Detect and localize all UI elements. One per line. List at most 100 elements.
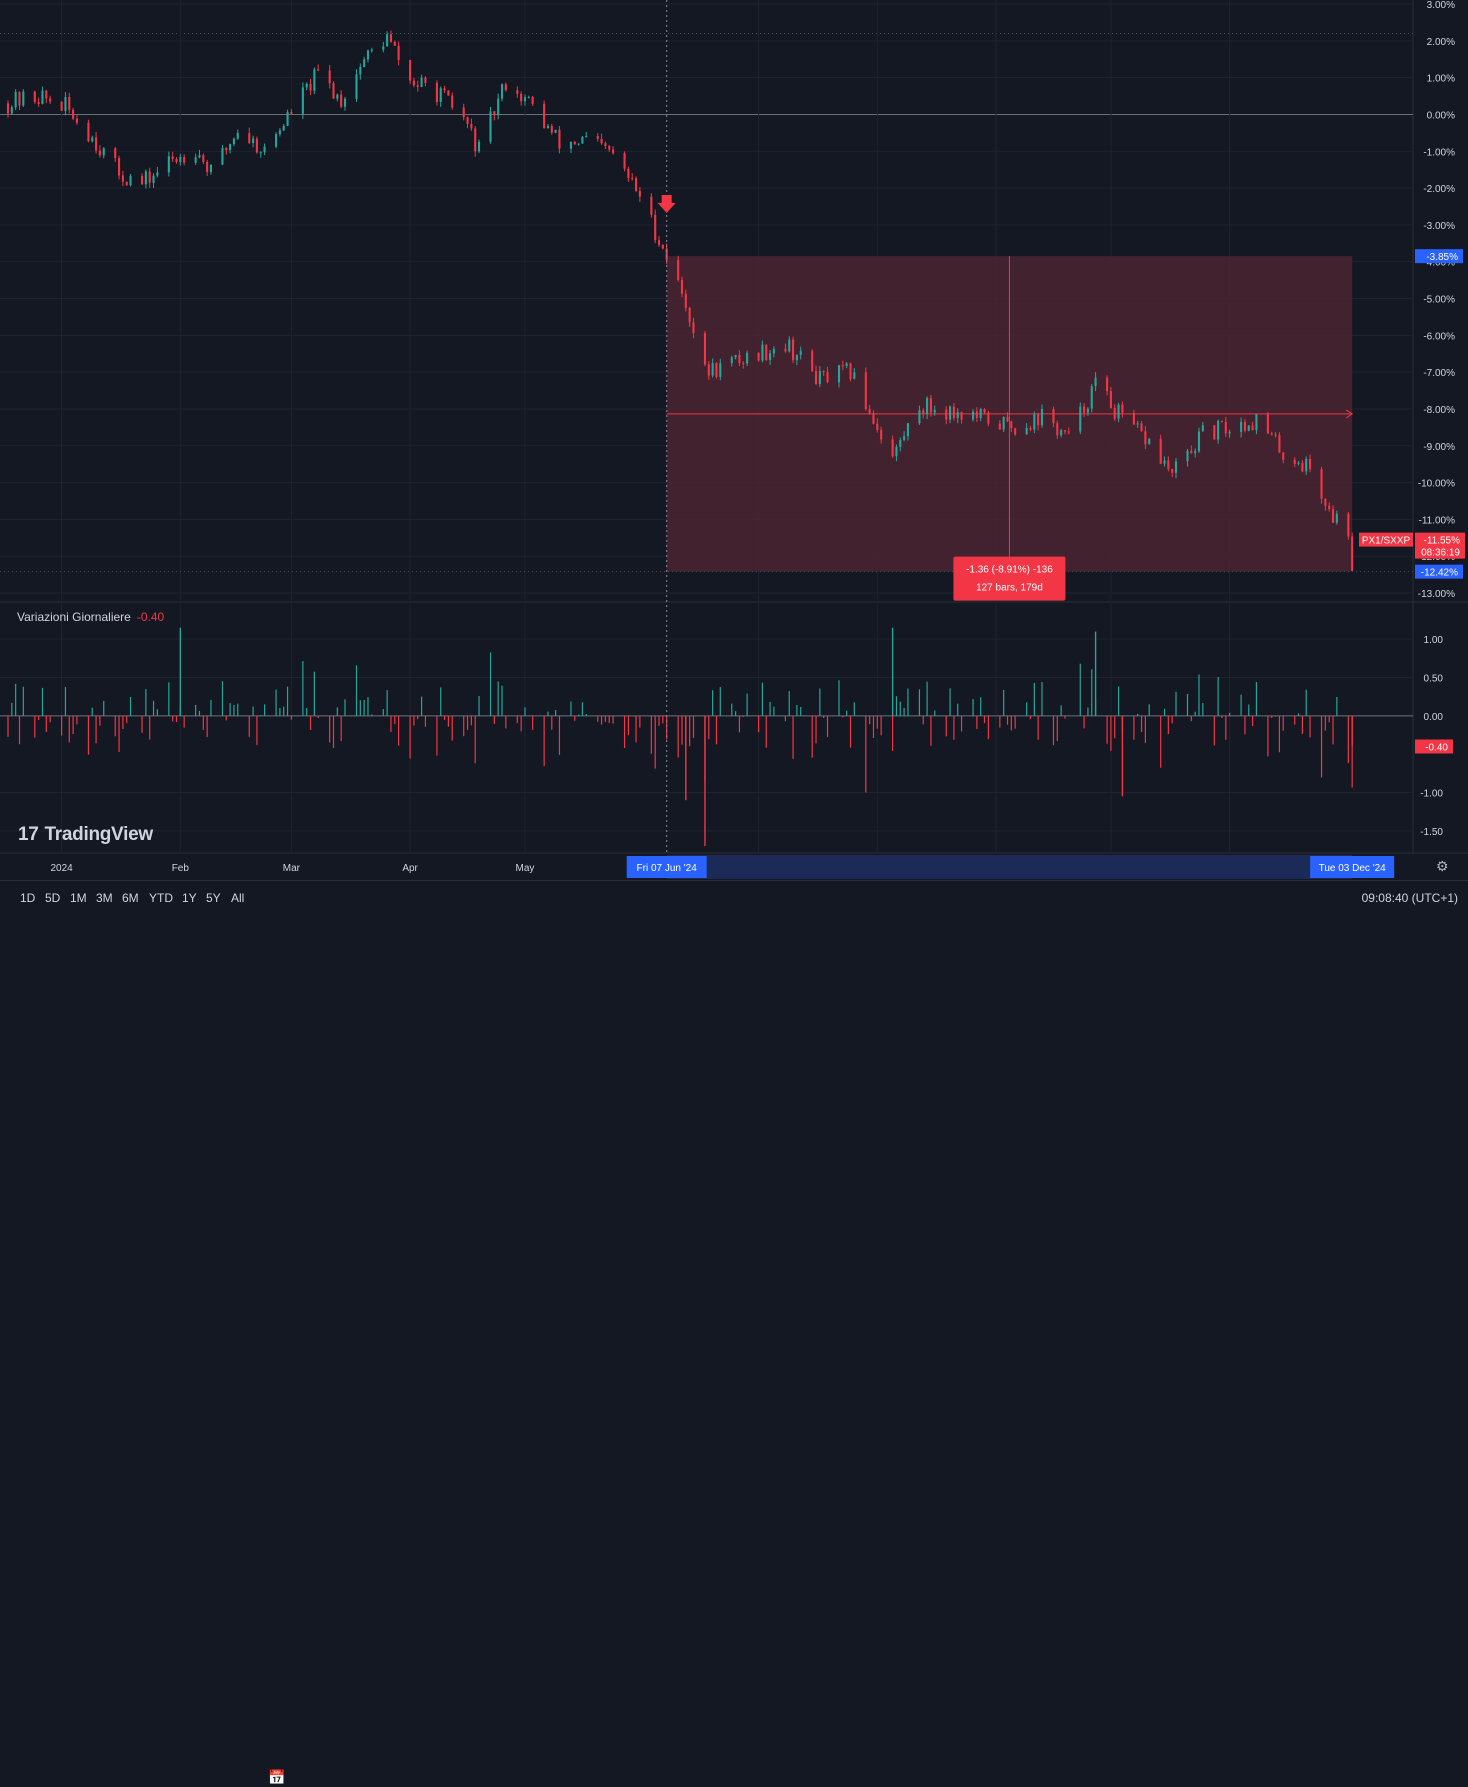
candle-body <box>769 353 772 360</box>
price-tick-label: 3.00% <box>1427 0 1455 11</box>
candle-body <box>477 141 481 152</box>
price-tick-label: 2.00% <box>1427 37 1455 48</box>
range-bottom-label: -12.42% <box>1421 568 1458 579</box>
candle-body <box>1063 430 1067 432</box>
candle-body <box>906 423 909 437</box>
candle-body <box>876 423 879 430</box>
candle-body <box>466 117 469 124</box>
candle-body <box>259 152 262 154</box>
candle-body <box>1052 409 1055 424</box>
candle-body <box>497 98 500 116</box>
candle-body <box>983 409 986 413</box>
candle-body <box>650 196 653 215</box>
candle-body <box>960 412 963 420</box>
tradingview-logo: 17 TradingView <box>18 824 153 846</box>
candle-body <box>1335 513 1338 523</box>
candle-body <box>1106 377 1109 392</box>
candle-body <box>500 84 504 99</box>
measure-label-line2: 127 bars, 179d <box>976 583 1043 594</box>
candle-body <box>1167 460 1170 470</box>
calendar-range-icon[interactable]: 📅 <box>268 1769 286 1785</box>
price-tick-label: -3.00% <box>1423 221 1455 232</box>
indicator-current-value: -0.40 <box>136 610 165 624</box>
candle-body <box>922 410 925 415</box>
candle-body <box>654 214 657 241</box>
candle-body <box>22 91 25 106</box>
candle-body <box>1224 421 1227 434</box>
timeframe-1m-button[interactable]: 1M <box>70 891 87 905</box>
candle-body <box>221 147 224 165</box>
timeframe-all-button[interactable]: All <box>231 891 245 905</box>
candle-body <box>730 357 733 364</box>
candle-body <box>634 178 638 191</box>
candle-body <box>1274 434 1277 436</box>
indicator-tick-label: -1.00 <box>1420 789 1443 800</box>
price-axis[interactable]: 3.00% 2.00% 1.00% 0.00% -1.00% -2.00% -3.00% -4… <box>1359 0 1465 600</box>
candle-body <box>581 137 584 144</box>
time-axis[interactable]: 2024FebMarAprMayJulAugSepOctNovFri 07 Ju… <box>50 855 1395 879</box>
indicator-legend[interactable]: Variazioni Giornaliere -0.40 <box>17 610 164 624</box>
candle-body <box>301 87 304 114</box>
candle-body <box>305 83 308 88</box>
candle-body <box>1094 377 1097 387</box>
timeframe-6m-button[interactable]: 6M <box>122 891 139 905</box>
timeframe-5d-button[interactable]: 5D <box>45 891 61 905</box>
candle-body <box>868 409 871 414</box>
candle-body <box>397 45 400 61</box>
candle-body <box>1324 498 1327 506</box>
time-tick-label: 2024 <box>50 863 73 874</box>
timeframe-1d-button[interactable]: 1D <box>20 891 36 905</box>
candle-body <box>585 136 588 138</box>
candle-body <box>152 175 155 183</box>
price-chart[interactable]: -1.36 (-8.91%) -136 127 bars, 179d 3.00% 2… <box>0 0 1468 880</box>
price-tick-label: -4.00% <box>1423 258 1455 269</box>
candle-body <box>1174 461 1178 473</box>
timeframe-3m-button[interactable]: 3M <box>96 891 113 905</box>
candle-body <box>623 153 626 169</box>
candle-body <box>252 138 255 143</box>
candle-body <box>742 362 745 364</box>
candle-body <box>558 129 561 149</box>
candle-body <box>60 101 63 111</box>
candle-body <box>746 352 749 364</box>
candle-body <box>657 240 661 245</box>
candle-body <box>121 175 124 182</box>
candle-body <box>975 411 978 418</box>
candle-body <box>209 164 213 173</box>
gear-icon[interactable]: ⚙ <box>1436 858 1449 874</box>
candle-body <box>899 440 902 447</box>
candle-body <box>236 132 239 139</box>
time-range-highlight <box>666 855 1353 879</box>
candle-body <box>75 118 78 123</box>
candle-body <box>45 90 48 99</box>
candle-body <box>98 150 101 156</box>
candle-body <box>366 50 370 60</box>
candle-body <box>822 371 825 373</box>
candle-body <box>462 107 465 118</box>
candle-body <box>998 423 1001 430</box>
timeframe-5y-button[interactable]: 5Y <box>206 891 221 905</box>
candle-body <box>1270 433 1273 435</box>
candle-body <box>1086 408 1089 413</box>
indicator-value-tag: -0.40 <box>1425 743 1448 754</box>
candle-body <box>382 46 385 50</box>
candle-body <box>933 409 936 413</box>
candle-body <box>872 413 875 424</box>
candle-body <box>416 85 419 87</box>
candle-body <box>439 88 442 103</box>
candle-body <box>627 168 630 178</box>
timeframe-1y-button[interactable]: 1Y <box>182 891 197 905</box>
candle-body <box>1190 450 1193 454</box>
candle-body <box>604 143 607 147</box>
candle-body <box>95 137 98 151</box>
chart-overlays: -1.36 (-8.91%) -136 127 bars, 179d <box>657 0 1066 853</box>
timeframe-ytd-button[interactable]: YTD <box>149 891 173 905</box>
clock[interactable]: 09:08:40 (UTC+1) <box>1361 891 1458 905</box>
candle-body <box>1255 414 1258 431</box>
candle-body <box>543 103 546 129</box>
candle-body <box>114 148 117 159</box>
candle-body <box>761 344 764 361</box>
candle-body <box>332 83 335 99</box>
candle-body <box>275 134 278 147</box>
indicator-axis[interactable]: 1.00 0.50 0.00 -1.00 -1.50 -0.40 <box>1415 635 1453 838</box>
